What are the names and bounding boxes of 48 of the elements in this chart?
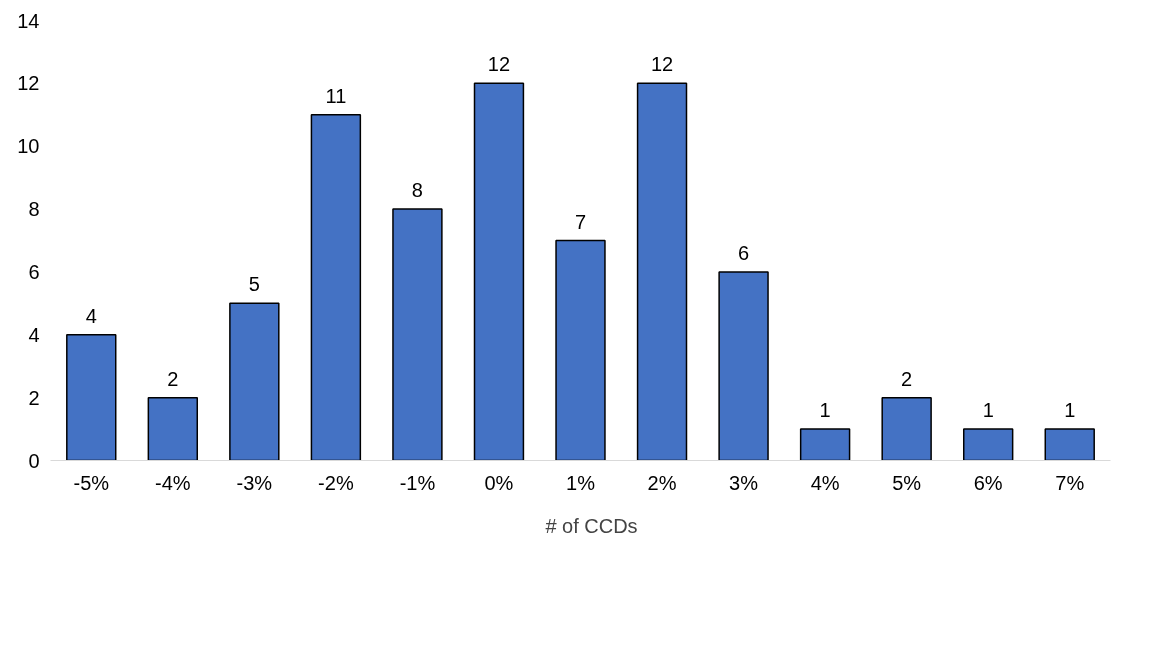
bar — [1044, 428, 1095, 461]
y-tick-label: 14 — [17, 9, 40, 32]
text: # of CCDs — [545, 514, 638, 538]
data-label: 7 — [574, 210, 587, 233]
bar — [392, 208, 443, 461]
x-tick-label: 3% — [729, 471, 759, 494]
data-label: 2 — [167, 367, 179, 390]
x-tick-label: -3% — [236, 471, 273, 494]
x-tick-label: 6% — [973, 471, 1003, 494]
x-tick-label: 7% — [1055, 471, 1085, 494]
bar — [310, 114, 362, 461]
x-tick-label: -4% — [155, 471, 191, 494]
data-label: 8 — [411, 179, 423, 202]
x-tick-label: -2% — [318, 471, 354, 494]
x-tick-label: 2% — [647, 471, 677, 494]
y-tick-label: 6 — [28, 260, 40, 283]
bar — [555, 239, 606, 461]
y-tick-label: 8 — [28, 198, 40, 221]
data-label: 1 — [982, 399, 994, 422]
bar — [962, 428, 1014, 461]
y-tick-label: 2 — [28, 386, 40, 409]
data-label: 2 — [901, 367, 913, 390]
x-tick-label: 0% — [484, 471, 514, 494]
bar — [147, 396, 199, 461]
data-label: 4 — [85, 304, 97, 327]
y-tick-label: 0 — [28, 449, 40, 472]
x-tick-label: 4% — [810, 471, 840, 494]
x-tick-label: 5% — [892, 471, 922, 494]
y-tick-label: 12 — [17, 72, 40, 95]
data-label: 12 — [650, 53, 674, 76]
x-tick-label: -5% — [73, 471, 110, 494]
bar — [66, 334, 117, 461]
bar — [718, 271, 769, 461]
data-label: 1 — [1064, 399, 1076, 422]
data-label: 1 — [819, 399, 831, 422]
x-tick-label: 1% — [566, 471, 596, 494]
bar — [473, 82, 525, 461]
data-label: 12 — [487, 53, 511, 76]
data-label: 6 — [738, 241, 750, 264]
bar — [636, 82, 688, 461]
bar — [799, 428, 851, 461]
data-label: 11 — [325, 84, 347, 107]
bar — [229, 302, 280, 461]
y-tick-label: 10 — [17, 135, 40, 158]
bar — [881, 396, 932, 461]
data-label: 5 — [248, 273, 260, 296]
x-tick-label: -1% — [399, 471, 436, 494]
y-tick-label: 4 — [28, 323, 40, 346]
